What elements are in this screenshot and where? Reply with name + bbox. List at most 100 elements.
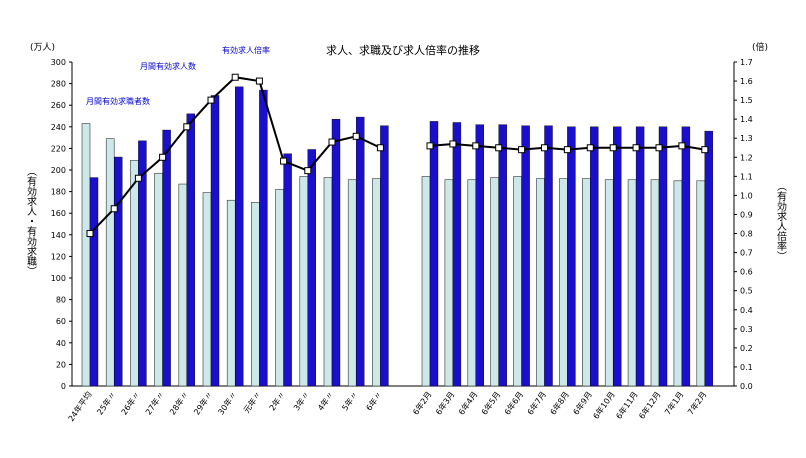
bar-seekers bbox=[130, 159, 139, 387]
y-right-tick-label: 1.5 bbox=[740, 96, 753, 105]
bar-openings bbox=[452, 122, 462, 387]
ratio-point bbox=[207, 96, 215, 104]
y-right-tick-label: 0.8 bbox=[740, 230, 753, 239]
y-right-tick-label: 0.0 bbox=[740, 382, 753, 391]
ratio-point bbox=[449, 140, 457, 148]
bar-openings bbox=[429, 121, 439, 387]
y-left-tick-label: 220 bbox=[51, 144, 66, 153]
y-left-tick-label: 260 bbox=[51, 101, 66, 110]
y-right-tick-label: 0.1 bbox=[740, 363, 753, 372]
y-left-tick-label: 60 bbox=[56, 317, 66, 326]
y-left-tick-label: 300 bbox=[51, 58, 66, 67]
x-tick-label: 6年3月 bbox=[433, 389, 456, 416]
bar-openings bbox=[658, 126, 668, 387]
x-tick-label: 7年2月 bbox=[685, 389, 708, 416]
bar-openings bbox=[307, 149, 316, 387]
y-right-tick-label: 0.9 bbox=[740, 210, 753, 219]
bar-openings bbox=[89, 177, 99, 387]
ratio-point bbox=[183, 123, 191, 131]
bar-openings bbox=[704, 130, 713, 387]
x-tick-label: 26年〃 bbox=[119, 389, 142, 416]
bar-seekers bbox=[421, 176, 431, 387]
x-tick-label: 28年〃 bbox=[167, 389, 190, 416]
plot-area: 0 20 40 60 80 100 120 140 160 180 200 220 240 260 280 3… bbox=[51, 58, 753, 423]
y-right-unit: (倍) bbox=[752, 41, 768, 53]
y-left-tick-label: 20 bbox=[56, 360, 66, 369]
y-right-tick-label: 1.1 bbox=[740, 172, 753, 181]
ratio-point bbox=[231, 73, 239, 81]
x-tick-label: 6年6月 bbox=[502, 389, 525, 416]
ratio-point bbox=[701, 146, 709, 154]
bar-seekers bbox=[467, 179, 477, 387]
bar-openings bbox=[162, 129, 171, 387]
x-tick-label: 6年12月 bbox=[637, 389, 663, 420]
annotation-openings: 月間有効求人数 bbox=[140, 61, 196, 71]
bar-openings bbox=[521, 125, 530, 387]
annotation-seekers: 月間有効求職者数 bbox=[86, 96, 150, 106]
y-right-label: （有効求人倍率） bbox=[775, 181, 787, 261]
y-left-tick-label: 240 bbox=[51, 123, 66, 132]
bar-openings bbox=[138, 140, 147, 387]
y-right-tick-label: 1.0 bbox=[740, 191, 753, 200]
ratio-point bbox=[426, 142, 434, 150]
ratio-point bbox=[632, 144, 640, 152]
y-left-label: （有効求人・有効求職） bbox=[25, 166, 37, 276]
x-tick-label: 25年〃 bbox=[95, 389, 118, 416]
y-right-tick-label: 0.6 bbox=[740, 268, 753, 277]
ratio-point bbox=[86, 230, 94, 238]
bar-seekers bbox=[490, 177, 500, 387]
bar-seekers bbox=[105, 138, 115, 387]
x-tick-label: 29年〃 bbox=[191, 389, 214, 416]
bar-seekers bbox=[154, 172, 163, 387]
y-right-tick-label: 1.2 bbox=[740, 153, 753, 162]
bar-seekers bbox=[275, 189, 284, 387]
bar-seekers bbox=[251, 202, 260, 387]
y-left-tick-label: 200 bbox=[51, 166, 66, 175]
ratio-point bbox=[518, 146, 526, 154]
bar-seekers bbox=[559, 178, 568, 387]
bar-openings bbox=[681, 126, 691, 387]
bar-openings bbox=[380, 125, 389, 387]
annotation-ratio: 有効求人倍率 bbox=[222, 45, 270, 55]
ratio-point bbox=[280, 157, 288, 165]
bar-seekers bbox=[604, 179, 614, 387]
y-left-tick-label: 100 bbox=[51, 274, 66, 283]
y-right-tick-label: 0.5 bbox=[740, 287, 753, 296]
ratio-point bbox=[376, 144, 384, 152]
bar-seekers bbox=[202, 192, 212, 387]
x-tick-label: 6年11月 bbox=[614, 389, 640, 420]
bar-seekers bbox=[581, 178, 591, 387]
bar-openings bbox=[356, 116, 365, 387]
x-tick-label: 6年〃 bbox=[364, 389, 384, 412]
bar-seekers bbox=[226, 199, 236, 387]
ratio-point bbox=[655, 144, 663, 152]
y-right-tick-label: 0.2 bbox=[740, 344, 753, 353]
bar-openings bbox=[635, 126, 645, 387]
bar-openings bbox=[567, 126, 576, 387]
x-tick-label: 6年9月 bbox=[571, 389, 594, 416]
bar-seekers bbox=[513, 176, 522, 387]
ratio-point bbox=[255, 77, 263, 85]
ratio-point bbox=[159, 153, 167, 161]
x-tick-label: 30年〃 bbox=[216, 389, 239, 416]
y-right-tick-label: 1.7 bbox=[740, 58, 753, 67]
y-left-tick-label: 0 bbox=[61, 382, 66, 391]
bar-seekers bbox=[536, 178, 545, 387]
ratio-point bbox=[586, 144, 594, 152]
x-tick-label: 6年5月 bbox=[479, 389, 502, 416]
x-tick-label: 2年〃 bbox=[267, 389, 287, 412]
bar-openings bbox=[113, 156, 123, 387]
bar-openings bbox=[186, 113, 196, 387]
ratio-point bbox=[541, 144, 548, 152]
x-tick-label: 5年〃 bbox=[340, 389, 360, 412]
y-right-tick-label: 1.4 bbox=[740, 115, 753, 124]
y-left-tick-label: 280 bbox=[51, 80, 66, 89]
y-left-tick-label: 160 bbox=[51, 209, 66, 218]
ratio-point bbox=[495, 144, 503, 152]
bar-openings bbox=[259, 89, 268, 387]
x-tick-label: 6年10月 bbox=[591, 389, 617, 420]
bar-seekers bbox=[299, 176, 309, 387]
y-left-unit: (万人) bbox=[30, 42, 55, 53]
